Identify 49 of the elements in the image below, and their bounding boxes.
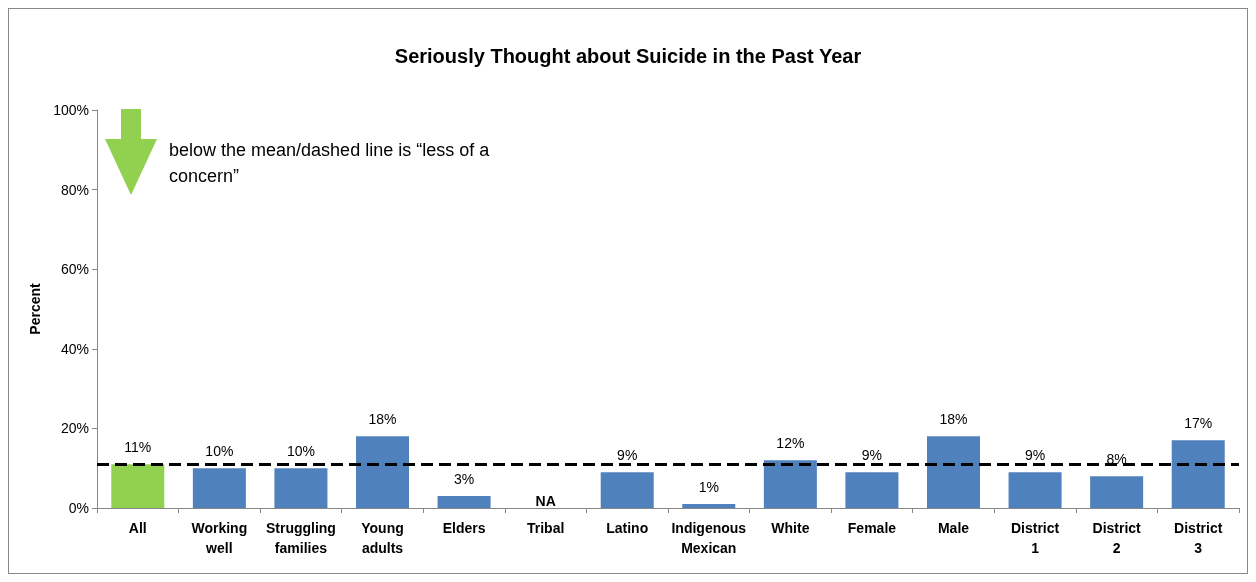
y-axis-title: Percent (27, 282, 44, 335)
x-tick-label: Elders (442, 520, 486, 536)
x-tick-label: District 2 (1092, 520, 1142, 556)
annotation: below the mean/dashed line is “less of a concern” (169, 140, 491, 186)
data-label: 9% (617, 447, 638, 464)
data-label: 1% (698, 479, 719, 496)
y-tick-label: 100% (53, 102, 89, 118)
data-label: 10% (205, 443, 234, 460)
x-tick-label: White (771, 520, 810, 536)
bar (1171, 440, 1225, 508)
x-tick-label: Working well (191, 520, 248, 556)
bar (763, 460, 817, 508)
data-label: 17% (1184, 415, 1213, 432)
data-label: 12% (776, 435, 805, 452)
x-tick-label: Struggling families (265, 520, 336, 556)
data-label: 18% (939, 411, 968, 428)
data-label: 9% (861, 447, 883, 464)
data-label: 18% (368, 411, 397, 428)
bar (1090, 476, 1144, 508)
data-label: 10% (286, 443, 315, 460)
data-label: 11% (124, 439, 152, 456)
bar (274, 468, 328, 508)
y-tick-label: 20% (60, 420, 89, 437)
bar (1008, 472, 1062, 508)
bar (111, 464, 165, 508)
x-tick-label: Female (847, 520, 897, 536)
bar (355, 436, 410, 508)
x-tick-label: District 1 (1010, 520, 1060, 556)
y-tick-label: 60% (60, 261, 89, 278)
bar (192, 468, 246, 508)
x-tick-label: Tribal (526, 520, 565, 536)
text: NA (535, 493, 556, 509)
x-tick-label: Indigenous Mexican (671, 520, 747, 556)
bar (682, 504, 736, 508)
y-tick-label: 80% (60, 181, 89, 198)
bar (600, 472, 654, 508)
data-label: 3% (453, 471, 475, 488)
data-label: 9% (1024, 447, 1046, 464)
x-tick-label: All (128, 520, 147, 536)
bar (926, 436, 981, 508)
y-tick-label: 0% (68, 500, 89, 516)
x-tick-label: Male (937, 520, 970, 536)
x-tick-label: Latino (606, 520, 649, 536)
chart-title: Seriously Thought about Suicide in the Past Year (394, 45, 862, 67)
y-tick-label: 40% (60, 340, 89, 357)
bar (437, 496, 491, 508)
x-tick-label: Young adults (361, 520, 404, 556)
x-tick-label: District 3 (1174, 520, 1223, 556)
bar (845, 472, 899, 508)
